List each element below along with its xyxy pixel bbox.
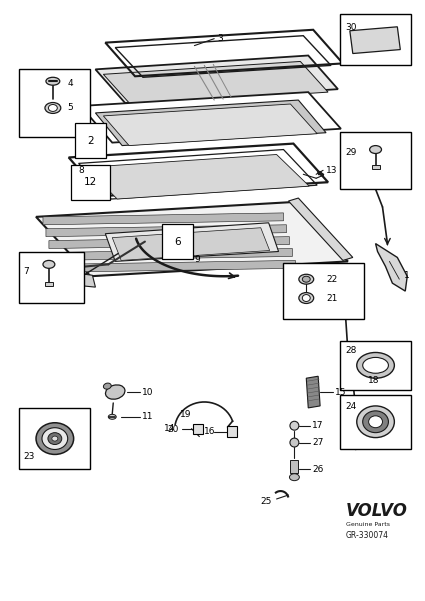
Ellipse shape <box>48 433 62 445</box>
Polygon shape <box>103 104 317 145</box>
Text: 19: 19 <box>180 410 191 419</box>
Text: 23: 23 <box>23 452 34 461</box>
Ellipse shape <box>45 103 61 114</box>
Ellipse shape <box>363 411 388 433</box>
Bar <box>340 341 411 390</box>
Bar <box>19 251 84 303</box>
Text: 20: 20 <box>168 425 179 434</box>
Text: VOLVO: VOLVO <box>346 502 408 520</box>
Text: 21: 21 <box>326 293 337 302</box>
Text: 25: 25 <box>261 498 272 507</box>
Ellipse shape <box>357 352 394 378</box>
Ellipse shape <box>48 105 57 111</box>
Text: 27: 27 <box>312 438 323 447</box>
Text: 13: 13 <box>326 166 337 175</box>
Text: 29: 29 <box>345 148 356 157</box>
Polygon shape <box>112 228 269 260</box>
Bar <box>371 165 380 169</box>
Bar <box>340 132 411 189</box>
Polygon shape <box>85 154 309 199</box>
Ellipse shape <box>46 78 60 85</box>
Text: 16: 16 <box>204 427 216 436</box>
Text: 8: 8 <box>79 166 84 175</box>
Bar <box>283 263 364 319</box>
Bar <box>19 69 91 136</box>
Text: 26: 26 <box>312 465 323 474</box>
Polygon shape <box>306 376 320 408</box>
Polygon shape <box>55 260 295 272</box>
Bar <box>227 426 237 436</box>
Polygon shape <box>96 55 338 103</box>
Text: 28: 28 <box>345 346 356 355</box>
Ellipse shape <box>290 421 299 430</box>
Polygon shape <box>350 27 400 53</box>
Polygon shape <box>103 61 328 105</box>
Polygon shape <box>105 223 278 261</box>
Bar <box>19 408 91 469</box>
Ellipse shape <box>290 438 299 447</box>
Text: 22: 22 <box>326 275 337 284</box>
Text: 4: 4 <box>68 79 74 88</box>
Text: 2: 2 <box>87 136 94 145</box>
FancyArrow shape <box>317 172 324 176</box>
Ellipse shape <box>357 406 394 438</box>
Bar <box>45 282 53 286</box>
Text: 5: 5 <box>68 103 74 112</box>
Text: 9: 9 <box>194 255 200 264</box>
Text: 14: 14 <box>164 424 175 433</box>
Text: Genuine Parts: Genuine Parts <box>346 522 390 527</box>
Bar <box>340 14 411 66</box>
Polygon shape <box>52 249 292 260</box>
Polygon shape <box>290 460 298 473</box>
Ellipse shape <box>43 260 55 268</box>
Polygon shape <box>36 202 348 276</box>
Text: 11: 11 <box>142 412 153 421</box>
Text: GR-330074: GR-330074 <box>346 531 389 540</box>
Text: 12: 12 <box>84 177 97 187</box>
Ellipse shape <box>363 358 388 373</box>
Ellipse shape <box>103 383 111 389</box>
Text: 18: 18 <box>368 376 379 385</box>
Polygon shape <box>81 92 341 142</box>
Ellipse shape <box>289 474 299 481</box>
Polygon shape <box>36 268 96 287</box>
Ellipse shape <box>36 423 74 454</box>
Polygon shape <box>289 198 353 260</box>
Polygon shape <box>49 237 289 249</box>
Ellipse shape <box>368 416 383 428</box>
Ellipse shape <box>52 436 58 441</box>
Bar <box>340 395 411 450</box>
Ellipse shape <box>299 274 314 284</box>
Text: 24: 24 <box>345 403 356 412</box>
Text: 15: 15 <box>335 388 346 397</box>
Text: 3: 3 <box>217 34 223 43</box>
Text: 7: 7 <box>23 267 29 276</box>
Ellipse shape <box>302 276 310 282</box>
Ellipse shape <box>108 414 116 419</box>
Polygon shape <box>69 144 328 196</box>
Polygon shape <box>96 100 326 145</box>
Text: 6: 6 <box>174 237 181 246</box>
Ellipse shape <box>302 294 310 302</box>
Text: 17: 17 <box>312 421 324 430</box>
Polygon shape <box>46 225 286 237</box>
Text: 30: 30 <box>345 23 357 32</box>
Ellipse shape <box>299 293 314 304</box>
Polygon shape <box>376 243 407 291</box>
Ellipse shape <box>42 428 68 450</box>
Polygon shape <box>43 213 283 225</box>
Bar <box>193 424 203 434</box>
Ellipse shape <box>370 145 382 153</box>
Ellipse shape <box>105 385 125 399</box>
Text: 10: 10 <box>142 388 153 397</box>
Text: 1: 1 <box>404 271 410 279</box>
